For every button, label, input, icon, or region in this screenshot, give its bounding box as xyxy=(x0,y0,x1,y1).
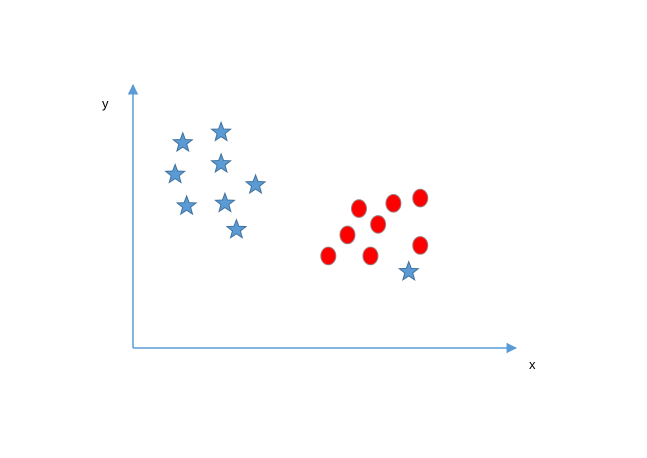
y-axis-label: y xyxy=(102,96,109,111)
circle-point xyxy=(320,246,337,266)
circle-point xyxy=(385,194,402,213)
circle-point xyxy=(362,246,379,266)
star-point xyxy=(210,120,232,142)
star-point xyxy=(214,191,236,213)
circle-point xyxy=(370,215,387,234)
x-axis-label: x xyxy=(529,357,536,372)
star-point xyxy=(244,173,267,195)
circle-point xyxy=(350,199,367,218)
star-point xyxy=(175,194,198,216)
circle-point xyxy=(412,236,429,255)
points-layer xyxy=(164,120,429,281)
star-point xyxy=(164,162,186,184)
circle-point xyxy=(339,225,356,245)
star-point xyxy=(171,131,194,153)
star-point xyxy=(225,218,248,239)
star-point xyxy=(210,152,232,174)
circle-point xyxy=(412,188,429,208)
star-point xyxy=(397,260,420,281)
